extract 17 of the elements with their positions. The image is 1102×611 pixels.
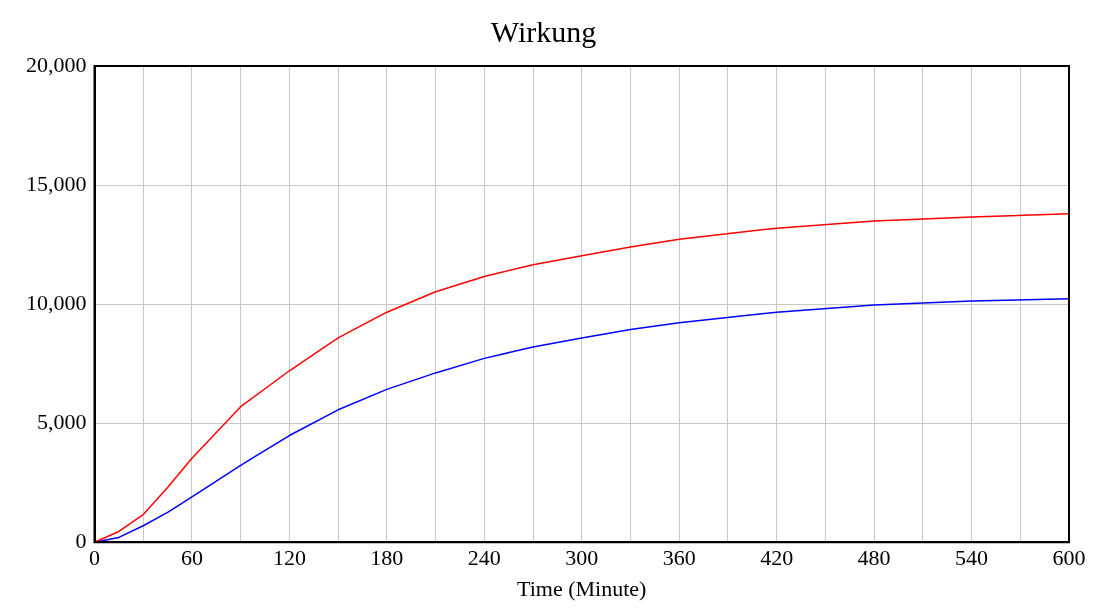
- y-tick-label: 15,000: [26, 170, 87, 196]
- x-tick-label: 300: [565, 545, 599, 571]
- y-tick-label: 10,000: [26, 289, 87, 315]
- x-tick-label: 480: [857, 545, 891, 571]
- x-tick-label: 180: [370, 545, 404, 571]
- x-tick-label: 600: [1052, 545, 1086, 571]
- x-tick-label: 120: [272, 545, 306, 571]
- y-tick-label: 5,000: [37, 408, 87, 434]
- x-tick-label: 240: [467, 545, 501, 571]
- x-tick-label: 540: [955, 545, 989, 571]
- y-tick-label: 20,000: [26, 51, 87, 77]
- x-tick-label: 420: [760, 545, 794, 571]
- x-axis-title: Time (Minute): [517, 575, 647, 601]
- x-tick-label: 360: [662, 545, 696, 571]
- chart-title: Wirkung: [490, 14, 597, 48]
- y-tick-label: 0: [75, 527, 87, 553]
- x-tick-label: 60: [180, 545, 203, 571]
